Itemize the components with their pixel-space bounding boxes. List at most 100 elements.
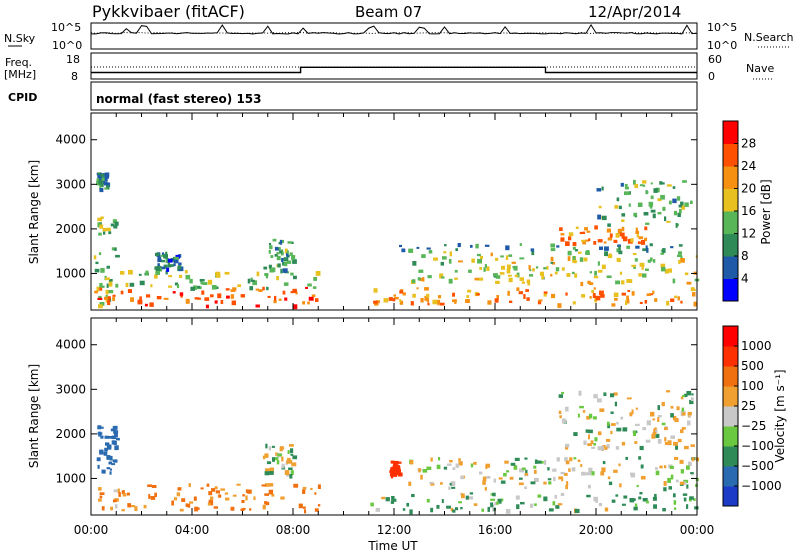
echo-cell [514, 274, 519, 277]
velocity-panel: 1000 2000 3000 4000 Slant Range [km] 1000 50… [27, 317, 787, 516]
echo-cell [109, 471, 112, 475]
echo-cell [139, 280, 145, 286]
echo-cell [529, 503, 534, 508]
echo-cell [588, 467, 593, 473]
echo-cell [680, 429, 684, 434]
echo-cell [202, 282, 208, 285]
echo-cell [110, 506, 113, 511]
echo-cell [486, 266, 490, 271]
echo-cell [269, 467, 274, 472]
echo-cell [682, 180, 687, 183]
echo-cell [168, 275, 173, 278]
echo-cell [101, 285, 105, 288]
echo-cell [98, 304, 103, 309]
echo-cell [177, 487, 182, 491]
echo-cell [664, 427, 668, 431]
echo-cell [630, 472, 636, 478]
echo-cell [225, 497, 230, 501]
echo-cell [151, 485, 157, 488]
echo-cell [271, 493, 275, 497]
echo-cell [468, 496, 474, 500]
echo-cell [507, 274, 512, 277]
echo-cell [250, 279, 255, 282]
echo-cell [184, 270, 188, 274]
echo-cell [168, 285, 173, 288]
echo-cell [680, 201, 684, 206]
echo-cell [113, 225, 118, 229]
colorbar-tick-label: 28 [741, 137, 756, 151]
echo-cell [475, 243, 479, 249]
echo-cell [465, 299, 470, 303]
echo-cell [394, 462, 398, 466]
echo-cell [487, 300, 492, 305]
power-colorbar: 4 8 12 16 20 24 28 [722, 120, 756, 302]
echo-cell [524, 457, 528, 460]
echo-cell [189, 501, 194, 504]
echo-cell [680, 469, 684, 474]
echo-cell [666, 220, 671, 223]
echo-cell [418, 468, 421, 473]
echo-cell [99, 185, 102, 190]
echo-cell [220, 488, 226, 491]
echo-cell [154, 274, 158, 279]
echo-cell [525, 469, 528, 474]
echo-cell [163, 254, 168, 259]
cpid-panel: CPID normal (fast stereo) 153 [8, 81, 698, 111]
echo-cell [422, 469, 428, 473]
nave-tick-low: 0 [708, 70, 715, 83]
echo-cell [534, 503, 537, 506]
echo-cell [113, 441, 117, 446]
echo-cell [307, 301, 310, 305]
echo-cell [533, 469, 537, 474]
echo-cell [621, 503, 626, 506]
echo-cell [111, 463, 116, 466]
echo-cell [690, 200, 693, 204]
echo-cell [454, 269, 458, 273]
echo-cell [94, 290, 98, 294]
echo-cell [98, 180, 103, 185]
echo-cell [154, 492, 157, 497]
echo-cell [284, 248, 288, 254]
echo-cell [217, 293, 222, 299]
echo-cell [613, 292, 619, 297]
echo-cell [428, 250, 433, 254]
echo-cell [531, 250, 535, 256]
echo-cell [388, 297, 393, 301]
echo-cell [308, 296, 314, 301]
echo-cell [511, 261, 516, 264]
echo-cell [649, 243, 653, 247]
echo-cell [646, 247, 649, 253]
echo-cell [632, 253, 637, 256]
echo-cell [126, 492, 130, 496]
echo-cell [487, 506, 490, 512]
echo-cell [484, 487, 487, 491]
echo-cell [381, 496, 386, 500]
echo-cell [675, 445, 678, 450]
echo-cell [518, 482, 524, 486]
echo-cell [194, 297, 199, 300]
echo-cell [97, 222, 101, 228]
echo-cell [449, 251, 452, 257]
echo-cell [628, 203, 631, 207]
echo-cell [659, 465, 663, 469]
echo-cell [145, 270, 149, 276]
echo-cell [265, 468, 270, 473]
echo-cell [97, 297, 103, 300]
power-x-ticks [90, 113, 698, 310]
echo-cell [105, 289, 109, 295]
echo-cell [669, 465, 674, 469]
echo-cell [679, 481, 685, 485]
echo-cell [563, 472, 568, 476]
echo-cell [205, 304, 209, 309]
echo-cell [677, 438, 682, 443]
colorbar-tick-label: 1000 [741, 339, 772, 353]
echo-cell [670, 474, 674, 480]
echo-cell [645, 222, 650, 225]
echo-cell [452, 509, 456, 513]
echo-cell [375, 300, 380, 304]
echo-cell [99, 188, 104, 193]
echo-cell [103, 231, 106, 235]
echo-cell [550, 273, 553, 277]
echo-cell [104, 296, 109, 300]
echo-cell [262, 286, 265, 291]
